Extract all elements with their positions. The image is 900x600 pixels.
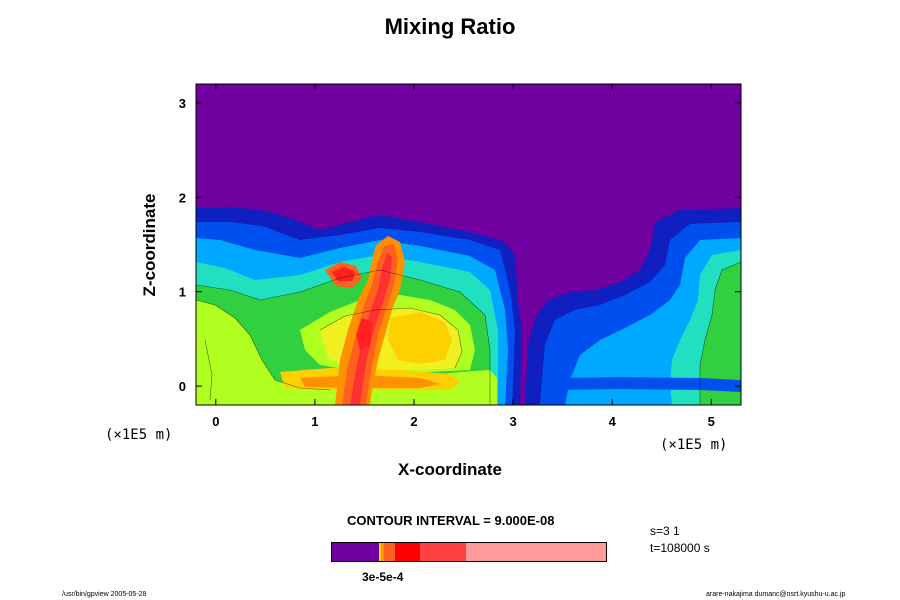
x-unit-right: (×1E5 m): [660, 437, 728, 453]
colorbar-segment: [466, 543, 606, 561]
y-tick-label: 3: [179, 96, 186, 111]
x-tick-label: 5: [708, 414, 715, 429]
colorbar-tick-label: 3e-5e-4: [362, 570, 404, 584]
x-tick-label: 4: [609, 414, 617, 429]
y-tick-label: 2: [179, 190, 186, 205]
colorbar-segment: [332, 543, 379, 561]
colorbar-segment: [419, 543, 467, 561]
step-info: s=3 1: [650, 524, 680, 538]
y-tick-label: 1: [179, 285, 186, 300]
x-tick-label: 0: [212, 414, 219, 429]
colorbar: [331, 542, 607, 562]
chart-title: Mixing Ratio: [384, 14, 516, 39]
x-axis-ticks: 0 1 2 3 4 5: [212, 84, 715, 429]
x-unit-left: (×1E5 m): [105, 427, 173, 443]
colorbar-segment: [395, 543, 420, 561]
y-tick-label: 0: [179, 379, 186, 394]
contour-interval: CONTOUR INTERVAL = 9.000E-08: [347, 513, 555, 528]
colorbar-segment: [378, 543, 382, 561]
footer-left: /usr/bin/gpview 2005-05-28: [62, 591, 147, 598]
x-tick-label: 2: [410, 414, 417, 429]
time-info: t=108000 s: [650, 541, 710, 555]
y-axis-ticks: 0 1 2 3: [179, 96, 741, 394]
footer-right: arare-nakajima dumanc@nsrt.kyushu-u.ac.j…: [706, 591, 846, 598]
x-tick-label: 3: [509, 414, 516, 429]
y-axis-label: Z-coordinate: [140, 193, 159, 297]
plot-frame: [195, 83, 742, 406]
colorbar-segment: [381, 543, 385, 561]
colorbar-segment: [384, 543, 395, 561]
x-axis-label: X-coordinate: [398, 460, 502, 479]
x-tick-label: 1: [311, 414, 318, 429]
mixing-ratio-field: [196, 84, 741, 405]
